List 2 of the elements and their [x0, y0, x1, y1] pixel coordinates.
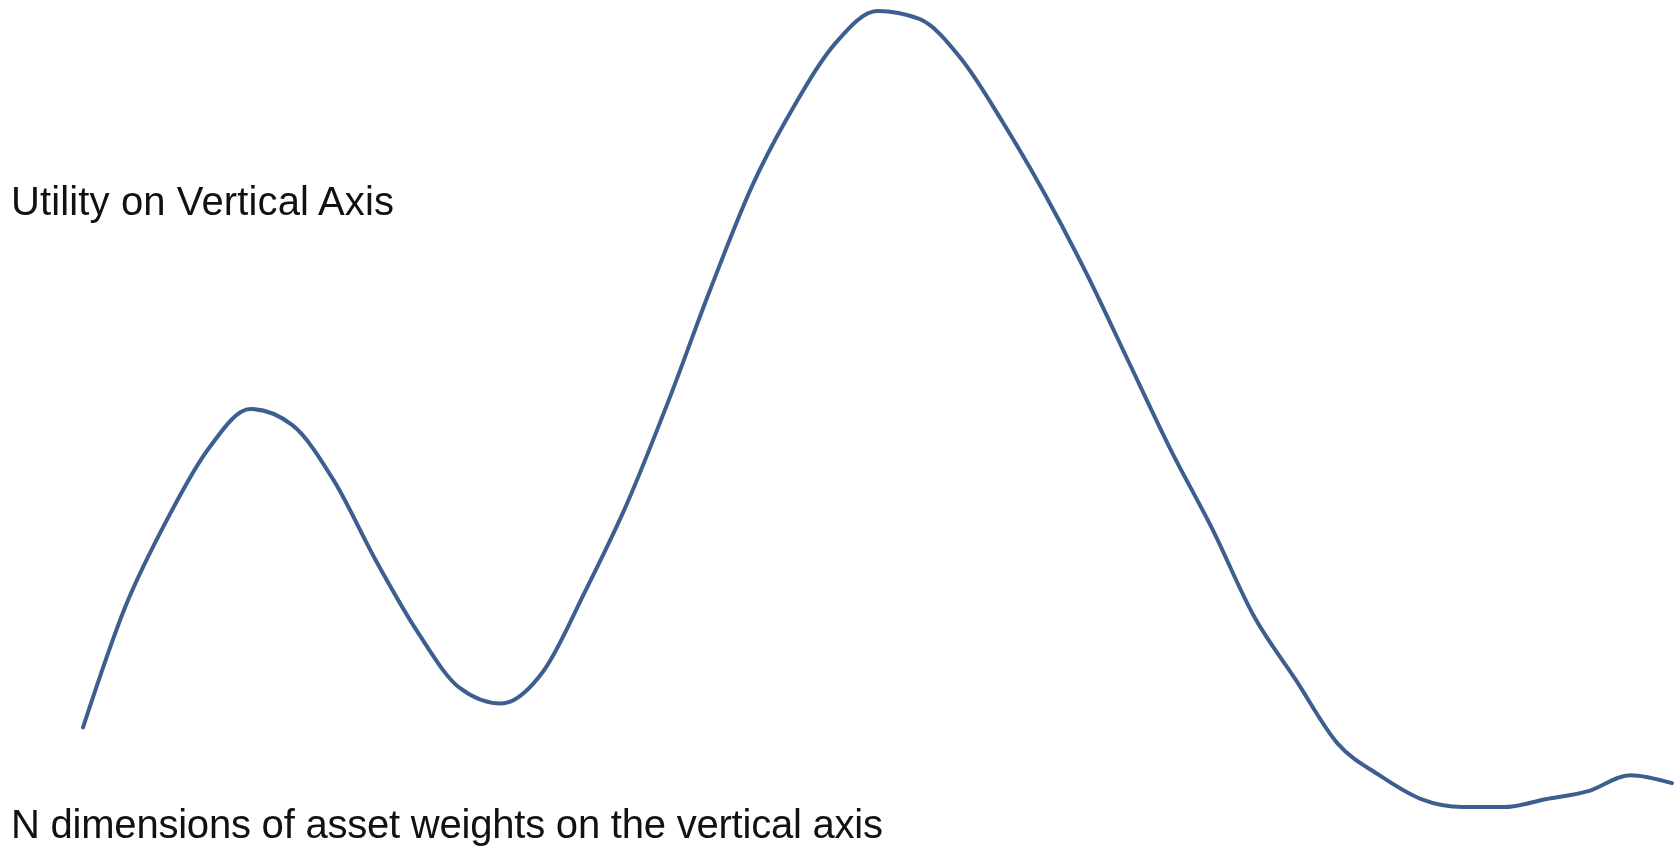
- y-axis-title: Utility on Vertical Axis: [11, 179, 394, 223]
- x-axis-title: N dimensions of asset weights on the vertical axis: [11, 802, 883, 846]
